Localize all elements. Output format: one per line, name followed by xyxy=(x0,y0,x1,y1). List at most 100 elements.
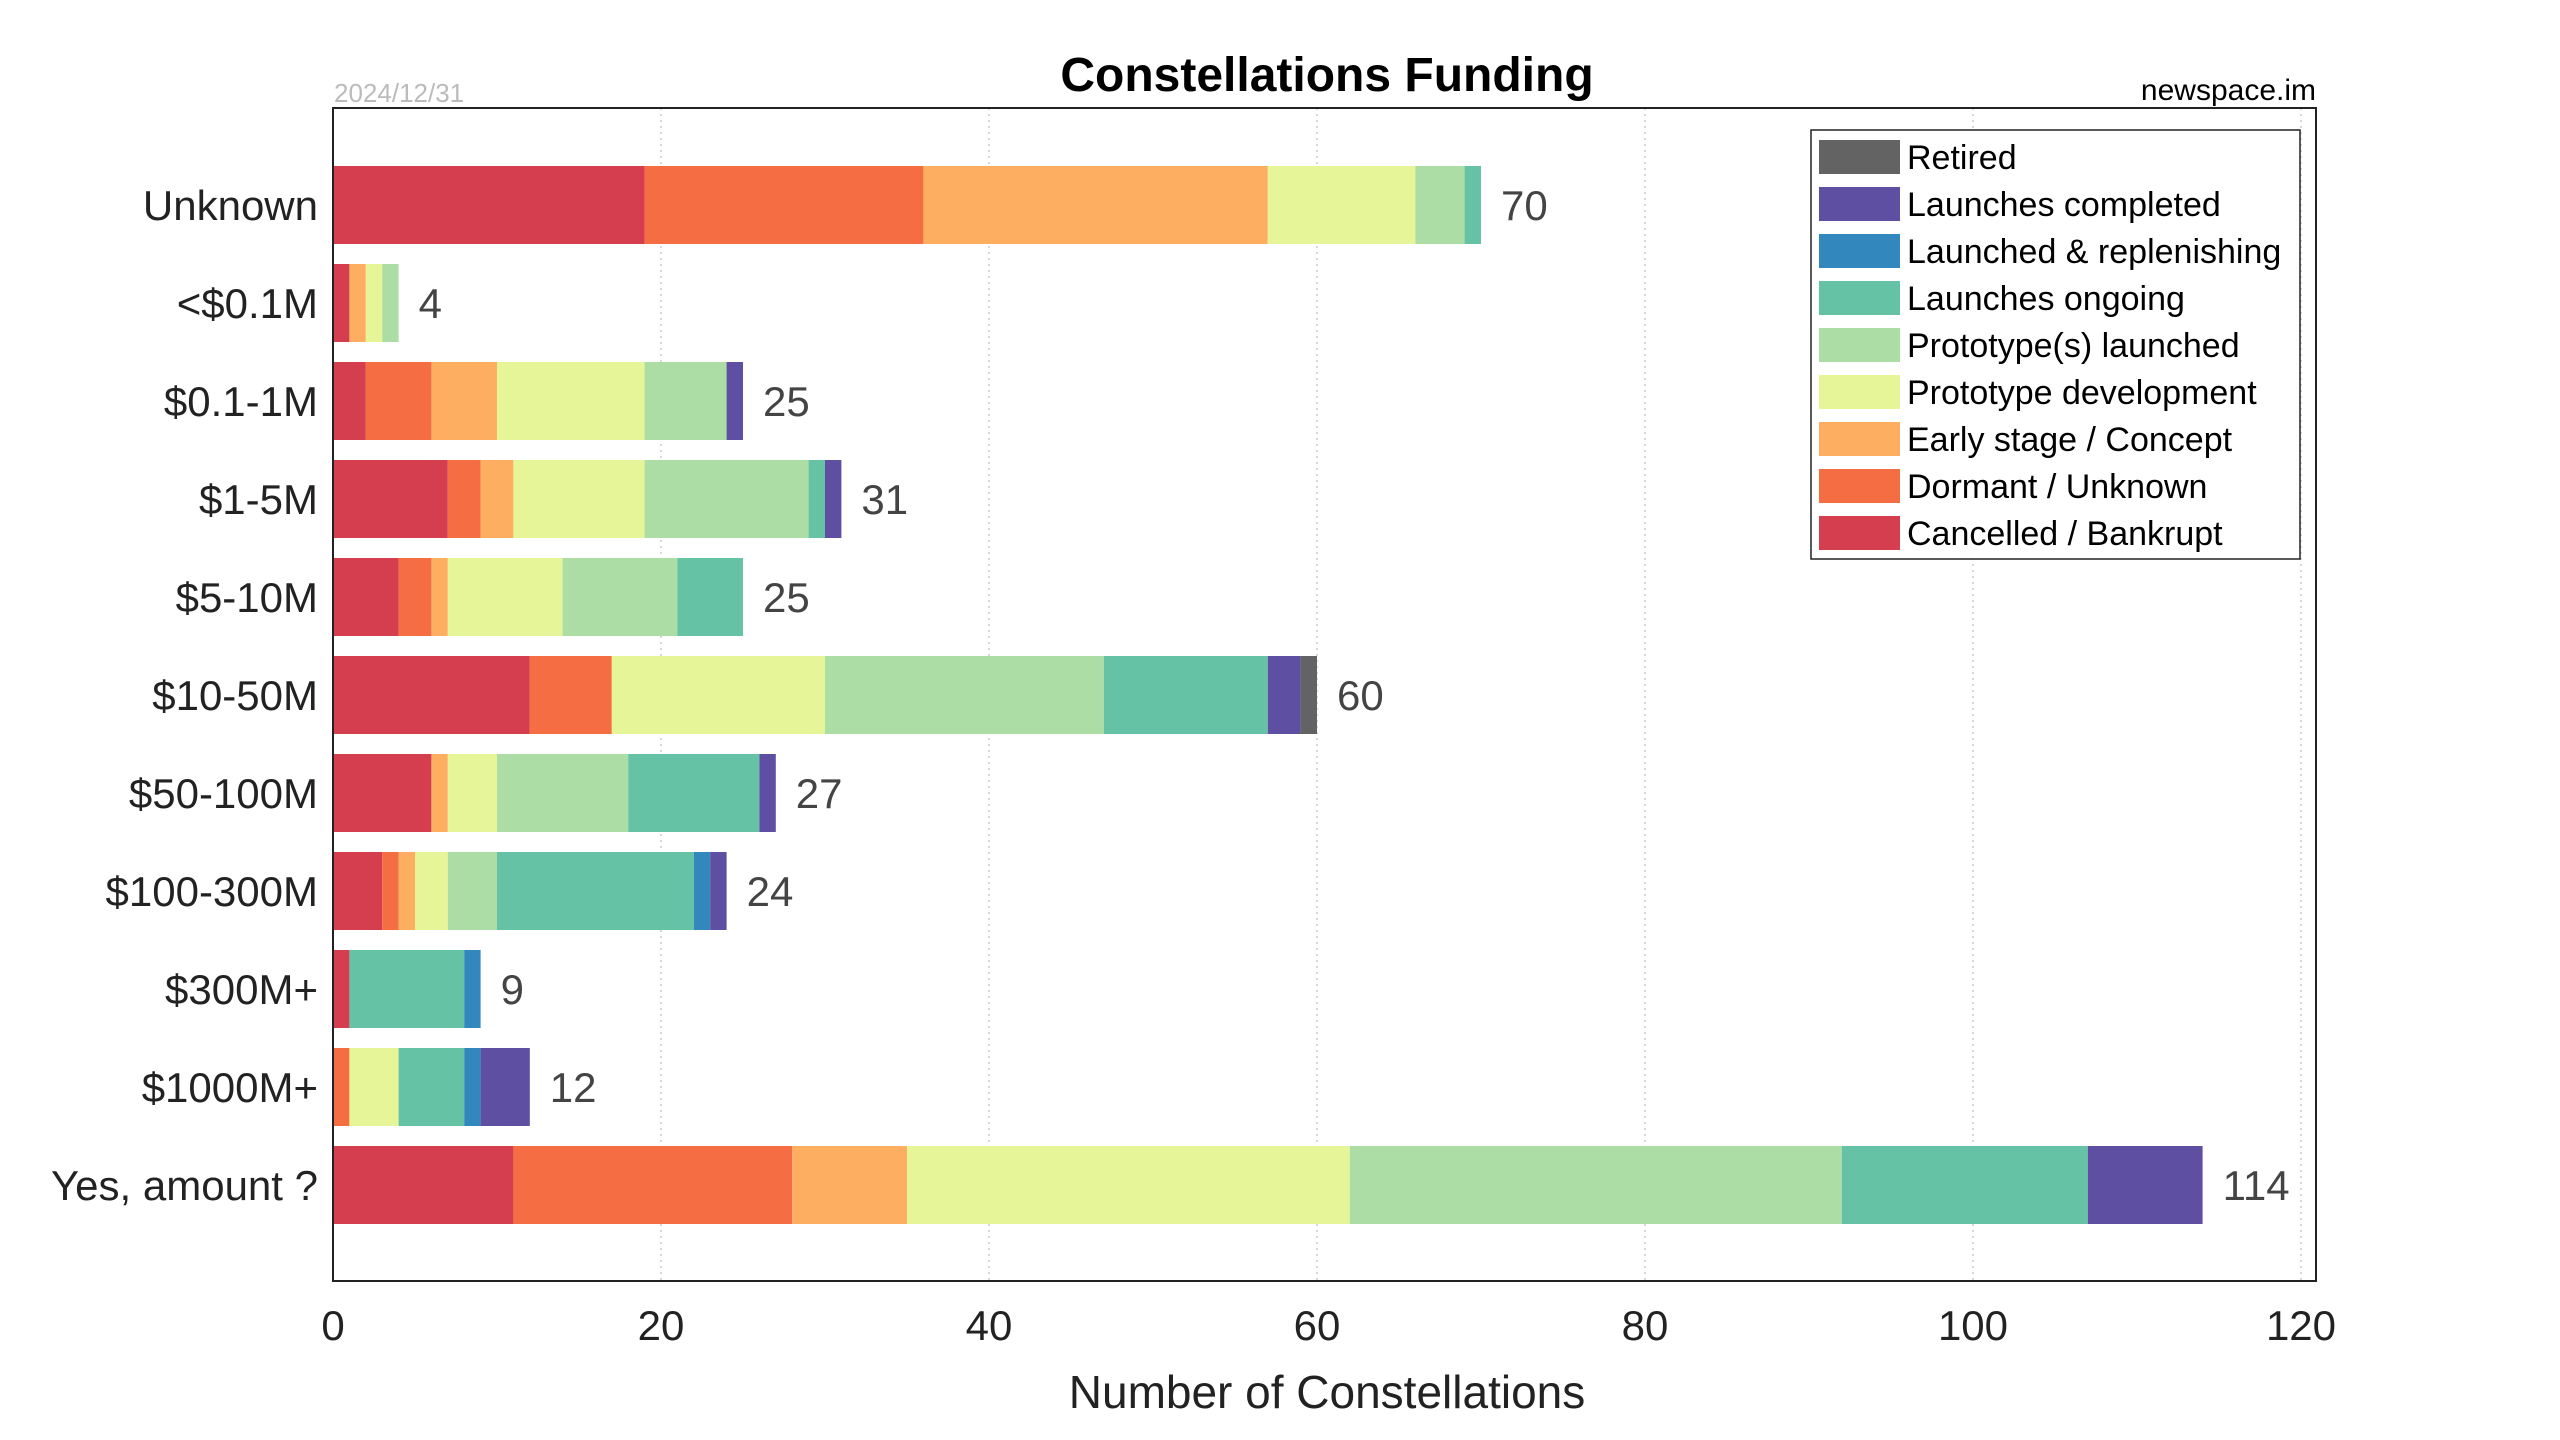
x-tick-label: 120 xyxy=(2266,1302,2336,1349)
source-label: newspace.im xyxy=(2141,74,2316,107)
category-label: <$0.1M xyxy=(177,280,318,327)
bar-segment xyxy=(759,754,776,832)
bar-total-label: 27 xyxy=(796,770,843,817)
category-label: $300M+ xyxy=(165,966,318,1013)
category-label: Yes, amount ? xyxy=(51,1162,318,1209)
bar-segment xyxy=(333,754,432,832)
category-label: $10-50M xyxy=(152,672,318,719)
bar-total-label: 60 xyxy=(1337,672,1384,719)
bar-segment xyxy=(907,1146,1350,1224)
bar-segment xyxy=(431,558,448,636)
bar-segment xyxy=(1267,166,1416,244)
category-label: $0.1-1M xyxy=(164,378,318,425)
bar-segment xyxy=(382,264,399,342)
bar-segment xyxy=(792,1146,907,1224)
category-label: $50-100M xyxy=(129,770,318,817)
x-tick-label: 80 xyxy=(1622,1302,1669,1349)
bar-segment xyxy=(447,852,497,930)
legend-label: Launched & replenishing xyxy=(1907,233,2281,271)
bar-segment xyxy=(349,1048,399,1126)
bar-segment xyxy=(1349,1146,1842,1224)
bar-segment xyxy=(398,1048,465,1126)
bar-segment xyxy=(726,362,743,440)
x-tick-label: 40 xyxy=(966,1302,1013,1349)
bar-segment xyxy=(333,950,350,1028)
bar-segment xyxy=(480,460,514,538)
bar-segment xyxy=(464,1048,481,1126)
bar-segment xyxy=(415,852,448,930)
bar-segment xyxy=(497,362,645,440)
bar-segment xyxy=(808,460,825,538)
bars xyxy=(333,166,2203,1224)
legend-label: Prototype(s) launched xyxy=(1907,327,2240,365)
bar-segment xyxy=(677,558,743,636)
bar-segment xyxy=(333,166,645,244)
bar-segment xyxy=(628,754,760,832)
bar-segment xyxy=(333,852,383,930)
legend-swatch xyxy=(1819,281,1900,315)
bar-segment xyxy=(1103,656,1268,734)
bar-segment xyxy=(480,1048,530,1126)
bar-segment xyxy=(1464,166,1481,244)
plot-frame xyxy=(332,107,2317,1282)
legend-swatch xyxy=(1819,375,1900,409)
legend-swatch xyxy=(1819,187,1900,221)
legend-label: Launches completed xyxy=(1907,186,2221,224)
bar-segment xyxy=(398,852,415,930)
x-axis-label: Number of Constellations xyxy=(1069,1366,1585,1418)
bar-segment xyxy=(2087,1146,2203,1224)
bar-segment xyxy=(349,950,465,1028)
bar-segment xyxy=(447,558,563,636)
category-label: Unknown xyxy=(143,182,318,229)
x-tick-label: 100 xyxy=(1938,1302,2008,1349)
bar-segment xyxy=(562,558,678,636)
bar-segment xyxy=(923,166,1268,244)
date-label: 2024/12/31 xyxy=(334,78,464,108)
bar-segment xyxy=(431,362,497,440)
bar-total-label: 25 xyxy=(763,574,810,621)
bar-segment xyxy=(333,1048,350,1126)
bar-segment xyxy=(1415,166,1465,244)
bar-segment xyxy=(447,460,481,538)
category-label: $1000M+ xyxy=(142,1064,318,1111)
legend-swatch xyxy=(1819,422,1900,456)
chart-title: Constellations Funding xyxy=(1060,49,1593,102)
bar-total-label: 12 xyxy=(550,1064,597,1111)
bar-total-label: 4 xyxy=(419,280,442,327)
legend-label: Early stage / Concept xyxy=(1907,421,2233,459)
legend-label: Retired xyxy=(1907,139,2017,177)
bar-segment xyxy=(513,460,645,538)
legend-swatch xyxy=(1819,469,1900,503)
x-tick-label: 0 xyxy=(321,1302,344,1349)
bar-segment xyxy=(464,950,481,1028)
bar-segment xyxy=(710,852,727,930)
bar-total-label: 25 xyxy=(763,378,810,425)
legend-swatch xyxy=(1819,234,1900,268)
bar-segment xyxy=(447,754,497,832)
bar-segment xyxy=(513,1146,793,1224)
legend-swatch xyxy=(1819,516,1900,550)
category-label: $5-10M xyxy=(176,574,318,621)
bar-segment xyxy=(644,362,727,440)
x-tick-labels: 0 20 40 60 80 100 120 xyxy=(321,1302,2336,1349)
bar-segment xyxy=(644,166,924,244)
legend-label: Launches ongoing xyxy=(1907,280,2185,318)
bar-segment xyxy=(611,656,825,734)
bar-segment xyxy=(1300,656,1317,734)
bar-segment xyxy=(529,656,612,734)
bar-segment xyxy=(333,558,399,636)
bar-total-label: 70 xyxy=(1501,182,1548,229)
category-label: $100-300M xyxy=(106,868,318,915)
bar-segment xyxy=(693,852,711,930)
legend-label: Dormant / Unknown xyxy=(1907,468,2207,506)
legend-swatch xyxy=(1819,328,1900,362)
bar-segment xyxy=(825,460,842,538)
legend-label: Prototype development xyxy=(1907,374,2257,412)
bar-segment xyxy=(365,264,383,342)
bar-segment xyxy=(1267,656,1301,734)
bar-total-label: 31 xyxy=(861,476,908,523)
bar-segment xyxy=(382,852,399,930)
x-tick-label: 20 xyxy=(638,1302,685,1349)
category-labels: Unknown <$0.1M $0.1-1M $1-5M $5-10M $10-50M $5… xyxy=(51,182,318,1209)
